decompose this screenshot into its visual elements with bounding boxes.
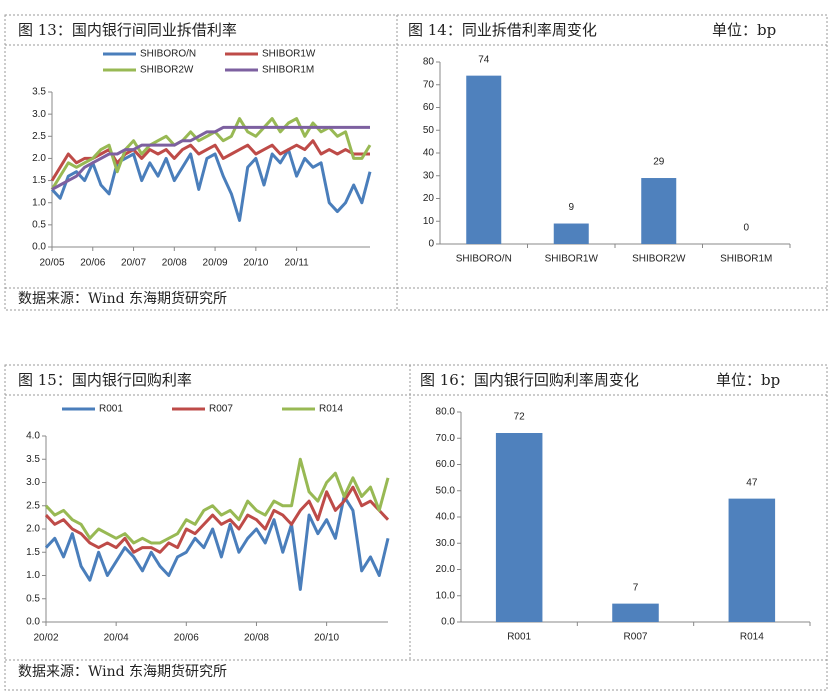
y-tick-label: 30 (423, 170, 435, 181)
x-tick-label: R014 (740, 632, 764, 643)
y-tick-label: 50 (423, 125, 435, 136)
value-label: 9 (568, 202, 574, 213)
x-tick-label: 20/09 (203, 258, 228, 269)
value-label: 7 (633, 582, 639, 593)
panel-frame (4, 14, 828, 311)
value-label: 29 (653, 157, 665, 168)
y-tick-label: 40 (423, 148, 435, 159)
x-tick-label: SHIBOR1W (545, 254, 599, 265)
y-tick-label: 0.0 (26, 617, 40, 628)
y-tick-label: 10 (423, 216, 435, 227)
x-tick-label: SHIBOR2W (632, 254, 686, 265)
y-tick-label: 3.5 (26, 454, 40, 465)
y-tick-label: 1.0 (26, 570, 40, 581)
y-tick-label: 2.0 (32, 153, 46, 164)
source-note: 数据来源：Wind 东海期货研究所 (18, 290, 227, 307)
y-tick-label: 50.0 (436, 485, 456, 496)
x-tick-label: 20/04 (104, 633, 129, 644)
legend-label: R001 (99, 404, 123, 415)
chart-title: 图 14：同业拆借利率周变化 (408, 21, 597, 39)
series-line (50, 148, 372, 222)
x-tick-label: 20/06 (174, 633, 199, 644)
y-tick-label: 70 (423, 79, 435, 90)
bar (553, 223, 589, 244)
y-tick-label: 0.0 (32, 242, 46, 253)
x-tick-label: 20/11 (284, 258, 309, 269)
x-tick-label: SHIBORO/N (456, 254, 512, 265)
legend-label: SHIBOR2W (140, 65, 194, 76)
series-line (44, 457, 390, 545)
value-label: 47 (746, 477, 758, 488)
y-tick-label: 80.0 (436, 407, 456, 418)
y-tick-label: 4.0 (26, 431, 40, 442)
legend-label: SHIBORO/N (140, 49, 196, 60)
y-tick-label: 0.5 (26, 593, 40, 604)
legend-label: SHIBOR1W (262, 49, 316, 60)
series-line (44, 485, 390, 554)
chart-title: 图 15：国内银行回购利率 (18, 371, 192, 389)
x-tick-label: 20/05 (39, 258, 64, 269)
y-tick-label: 2.5 (32, 131, 46, 142)
y-tick-label: 70.0 (436, 433, 456, 444)
value-label: 0 (743, 223, 749, 234)
y-tick-label: 80 (423, 57, 435, 68)
x-tick-label: 20/07 (121, 258, 146, 269)
series-line (51, 125, 370, 191)
chart-title: 图 16：国内银行回购利率周变化 (420, 371, 639, 389)
legend-label: SHIBOR1M (262, 65, 314, 76)
bar (641, 178, 677, 244)
y-tick-label: 0.0 (441, 617, 455, 628)
y-tick-label: 60 (423, 102, 435, 113)
x-tick-label: 20/08 (244, 633, 269, 644)
x-tick-label: SHIBOR1M (720, 254, 772, 265)
x-tick-label: R007 (624, 632, 648, 643)
y-tick-label: 0.5 (32, 219, 46, 230)
series-line (50, 139, 370, 182)
x-tick-label: 20/08 (162, 258, 187, 269)
panel-frame (4, 364, 828, 691)
y-tick-label: 2.0 (26, 524, 40, 535)
value-label: 74 (478, 54, 490, 65)
y-tick-label: 3.0 (32, 109, 46, 120)
y-tick-label: 0 (428, 239, 434, 250)
y-tick-label: 20.0 (436, 564, 456, 575)
x-tick-label: R001 (507, 632, 531, 643)
legend-label: R014 (319, 404, 343, 415)
chart-title: 图 13：国内银行间同业拆借利率 (18, 21, 237, 39)
y-tick-label: 3.5 (32, 87, 46, 98)
x-tick-label: 20/06 (80, 258, 105, 269)
bar (612, 603, 659, 622)
unit-label: 单位：bp (712, 21, 776, 39)
y-tick-label: 40.0 (436, 512, 456, 523)
y-tick-label: 60.0 (436, 459, 456, 470)
y-tick-label: 30.0 (436, 538, 456, 549)
bar (495, 433, 543, 622)
y-tick-label: 20 (423, 193, 435, 204)
bar (466, 75, 502, 245)
legend-label: R007 (209, 404, 233, 415)
x-tick-label: 20/10 (314, 633, 339, 644)
source-note: 数据来源：Wind 东海期货研究所 (18, 663, 227, 680)
x-tick-label: 20/10 (243, 258, 268, 269)
y-tick-label: 3.0 (26, 477, 40, 488)
y-tick-label: 2.5 (26, 500, 40, 511)
series-line (44, 494, 390, 591)
y-tick-label: 1.5 (26, 547, 40, 558)
y-tick-label: 1.0 (32, 197, 46, 208)
y-tick-label: 10.0 (436, 590, 456, 601)
unit-label: 单位：bp (716, 371, 780, 389)
x-tick-label: 20/02 (33, 633, 58, 644)
value-label: 72 (514, 412, 526, 423)
bar (728, 498, 776, 622)
y-tick-label: 1.5 (32, 175, 46, 186)
